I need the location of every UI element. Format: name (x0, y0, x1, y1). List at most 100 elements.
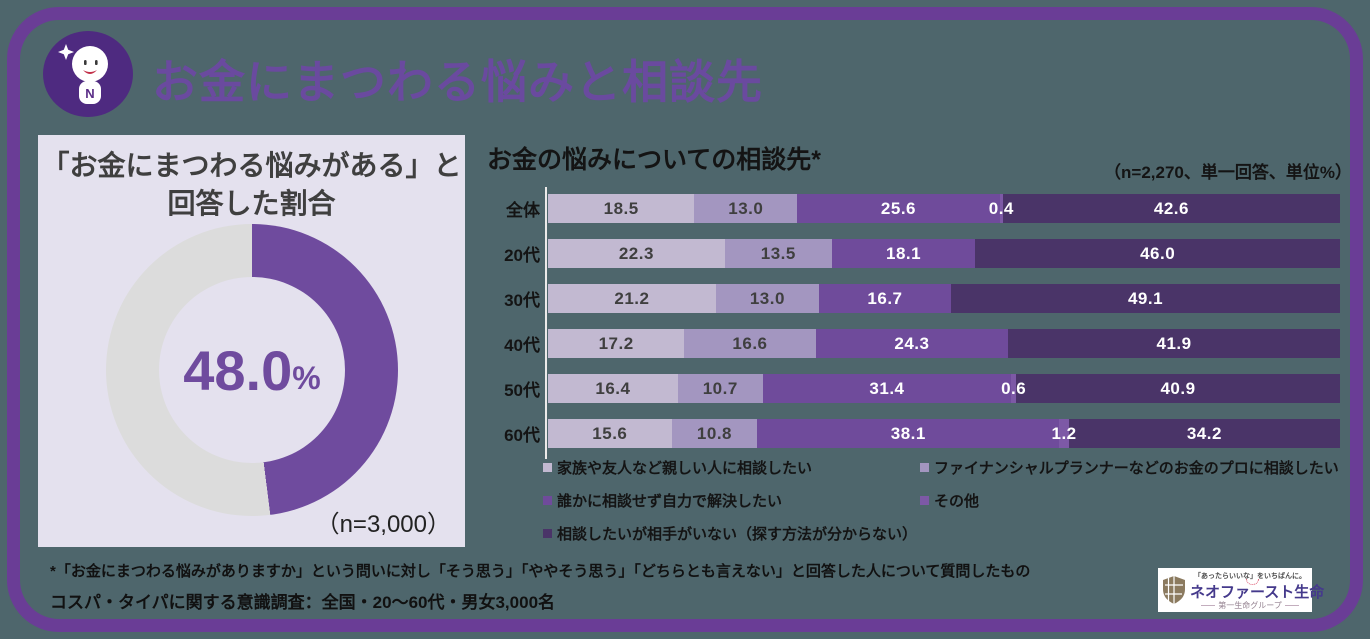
bar-segment: 1.2 (1052, 419, 1076, 448)
category-label: 全体 (506, 201, 540, 220)
segment-value: 13.5 (760, 243, 796, 263)
footnote-survey: コスパ・タイパに関する意識調査：全国・20～60代・男女3,000名 (50, 593, 556, 612)
segment-value: 1.2 (1051, 423, 1077, 443)
legend-item: その他 (920, 492, 980, 510)
segment-value: 0.6 (1001, 378, 1027, 398)
legend-label: 相談したいが相手がいない（探す方法が分からない） (557, 525, 918, 543)
legend: 家族や友人など親しい人に相談したい ファイナンシャルプランナーなどのお金のプロに相… (543, 459, 1353, 551)
bar-segment: 0.6 (1001, 374, 1026, 403)
page-title: お金にまつわる悩みと相談先 (152, 56, 763, 108)
logo-group-text: 第一生命グループ (1218, 601, 1282, 610)
bar-segment: 31.4 (762, 374, 1012, 403)
donut-chart: 48.0 % (106, 224, 398, 516)
legend-item: 家族や友人など親しい人に相談したい (543, 459, 813, 477)
segment-value: 25.6 (880, 198, 917, 218)
segment-value: 18.5 (603, 198, 639, 218)
bar-segment: 21.2 (548, 284, 716, 313)
legend-label: ファイナンシャルプランナーなどのお金のプロに相談したい (934, 459, 1339, 477)
segment-value: 46.0 (1140, 243, 1176, 263)
segment-value: 21.2 (614, 288, 650, 308)
segment-value: 13.0 (749, 288, 785, 308)
logo-group: 第一生命グループ (1190, 600, 1310, 611)
bar-segment: 38.1 (757, 419, 1060, 448)
legend-item: 相談したいが相手がいない（探す方法が分からない） (543, 525, 918, 543)
segment-value: 42.6 (1153, 198, 1189, 218)
bar-segment: 10.8 (671, 419, 758, 448)
segment-value: 18.1 (885, 243, 922, 263)
donut-center-label: 48.0 % (106, 224, 398, 516)
bar-segment: 15.6 (548, 419, 672, 448)
donut-panel-title: 「お金にまつわる悩みがある」と 回答した割合 (38, 147, 465, 223)
legend-swatch (543, 462, 552, 472)
logo-group-line-right (1284, 605, 1299, 606)
bar-row: 50代 16.4 10.7 31.4 0.6 40.9 (487, 374, 1340, 403)
bar-segment: 46.0 (975, 239, 1340, 268)
legend-swatch (543, 495, 552, 505)
stacked-bar: 16.4 10.7 31.4 0.6 40.9 (548, 374, 1340, 403)
bar-segment: 40.9 (1016, 374, 1340, 403)
bar-row: 全体 18.5 13.0 25.6 0.4 42.6 (487, 194, 1340, 223)
segment-value: 16.4 (595, 378, 631, 398)
segment-value: 49.1 (1127, 288, 1164, 308)
bar-row: 60代 15.6 10.8 38.1 1.2 34.2 (487, 419, 1340, 448)
segment-value: 22.3 (618, 243, 654, 263)
bar-row: 20代 22.3 13.5 18.1 46.0 (487, 239, 1340, 268)
category-label: 60代 (504, 426, 540, 445)
donut-panel: 「お金にまつわる悩みがある」と 回答した割合 48.0 % （n=3,000） (38, 135, 465, 547)
legend-swatch (920, 495, 929, 505)
bar-row: 40代 17.2 16.6 24.3 41.9 (487, 329, 1340, 358)
bar-segment: 24.3 (815, 329, 1009, 358)
bar-segment: 25.6 (797, 194, 1000, 223)
segment-value: 40.9 (1160, 378, 1196, 398)
segment-value: 10.8 (696, 423, 733, 443)
bar-segment: 13.0 (694, 194, 798, 223)
bar-segment: 16.6 (684, 329, 816, 358)
donut-title-line1: 「お金にまつわる悩みがある」と (41, 150, 462, 181)
svg-text:N: N (85, 86, 94, 101)
bar-row: 30代 21.2 13.0 16.7 49.1 (487, 284, 1340, 313)
segment-value: 13.0 (728, 198, 764, 218)
category-label: 50代 (504, 381, 540, 400)
segment-value: 34.2 (1186, 423, 1222, 443)
bar-chart-note: （n=2,270、単一回答、単位%） (1104, 163, 1352, 182)
shield-icon (1163, 576, 1185, 604)
segment-value: 17.2 (598, 333, 634, 353)
bar-segment: 49.1 (951, 284, 1340, 313)
bar-segment: 17.2 (548, 329, 685, 358)
legend-item: 誰かに相談せず自力で解決したい (543, 492, 783, 510)
legend-swatch (920, 462, 929, 472)
donut-unit: % (292, 359, 321, 396)
y-axis-line (545, 187, 547, 459)
donut-value: 48.0 (183, 338, 293, 402)
mascot-icon: N (43, 31, 133, 117)
bar-segment: 42.6 (1002, 194, 1340, 223)
legend-label: その他 (934, 492, 980, 510)
segment-value: 38.1 (890, 423, 926, 443)
stacked-bar: 15.6 10.8 38.1 1.2 34.2 (548, 419, 1340, 448)
legend-label: 家族や友人など親しい人に相談したい (557, 459, 813, 477)
bar-segment: 13.0 (715, 284, 819, 313)
logo-tagline: 「あったらいいな」をいちばんに。 (1194, 573, 1306, 580)
legend-swatch (543, 528, 552, 538)
bar-chart-title: お金の悩みについての相談先* (487, 146, 821, 174)
bar-segment: 34.2 (1068, 419, 1340, 448)
segment-value: 16.6 (732, 333, 768, 353)
legend-label: 誰かに相談せず自力で解決したい (557, 492, 783, 510)
segment-value: 16.7 (867, 288, 903, 308)
logo-group-line-left (1201, 605, 1216, 606)
bar-segment: 41.9 (1008, 329, 1340, 358)
stacked-bar: 18.5 13.0 25.6 0.4 42.6 (548, 194, 1340, 223)
category-label: 40代 (504, 336, 540, 355)
segment-value: 24.3 (894, 333, 930, 353)
bar-segment: 10.7 (677, 374, 763, 403)
donut-title-line2: 回答した割合 (167, 188, 336, 219)
segment-value: 31.4 (869, 378, 905, 398)
category-label: 20代 (504, 246, 540, 265)
logo-name: ネオファースト生命 (1190, 584, 1325, 601)
company-logo: 「あったらいいな」をいちばんに。 ネオファースト生命 第一生命グループ (1158, 568, 1325, 612)
segment-value: 41.9 (1156, 333, 1192, 353)
bar-segment: 16.4 (548, 374, 678, 403)
stacked-bar: 17.2 16.6 24.3 41.9 (548, 329, 1340, 358)
bar-segment: 18.5 (548, 194, 695, 223)
segment-value: 0.4 (988, 198, 1014, 218)
